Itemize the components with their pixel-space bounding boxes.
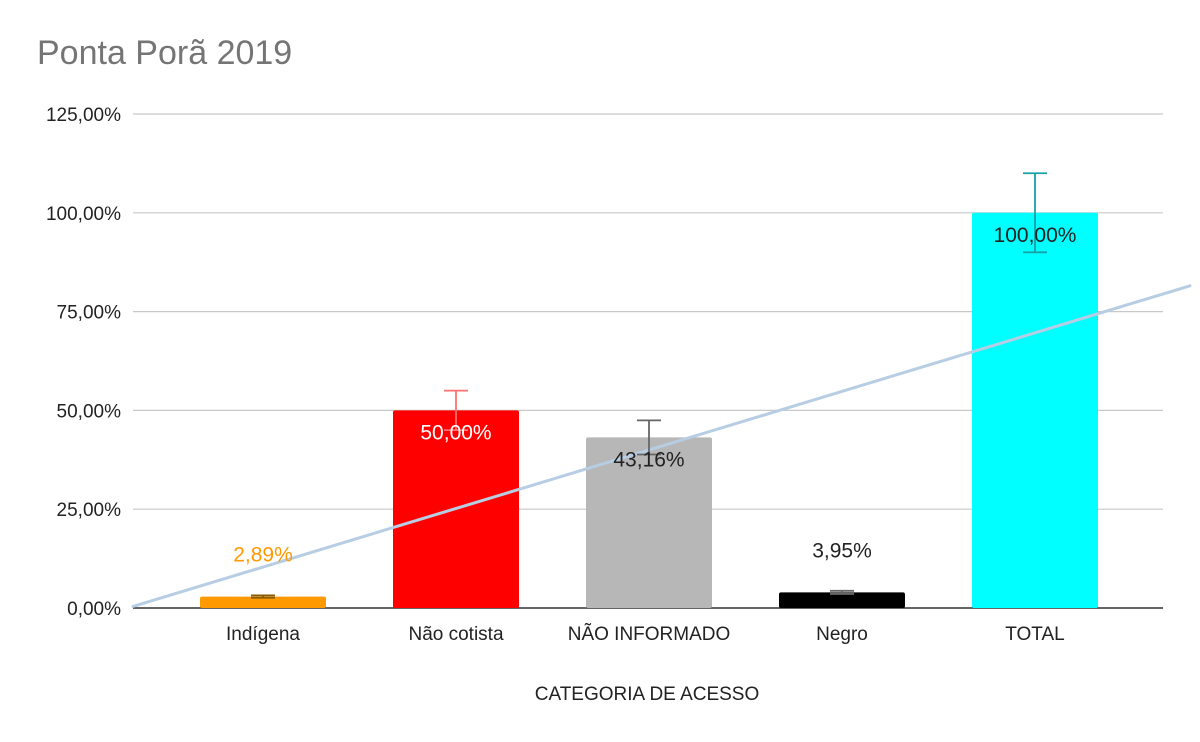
data-label: 50,00% bbox=[420, 421, 491, 444]
bar bbox=[972, 212, 1098, 609]
category-label: Negro bbox=[816, 624, 868, 645]
y-tick-label: 75,00% bbox=[57, 303, 122, 324]
error-bars bbox=[251, 172, 1047, 599]
bar bbox=[200, 596, 326, 608]
bar bbox=[586, 437, 712, 608]
bar bbox=[779, 592, 905, 608]
category-label: Não cotista bbox=[408, 624, 503, 645]
data-label: 3,95% bbox=[812, 539, 872, 562]
x-axis-title: CATEGORIA DE ACESSO bbox=[535, 684, 760, 705]
data-label: 43,16% bbox=[613, 448, 684, 471]
data-label: 2,89% bbox=[233, 544, 293, 567]
y-tick-label: 100,00% bbox=[46, 204, 121, 225]
data-labels: 2,89% 50,00% 43,16% 3,95% 100,00% bbox=[233, 224, 1076, 567]
category-label: Indígena bbox=[226, 624, 300, 645]
trendline bbox=[131, 284, 1192, 608]
category-label: NÃO INFORMADO bbox=[568, 623, 731, 645]
chart-title: Ponta Porã 2019 bbox=[37, 34, 293, 72]
data-label: 100,00% bbox=[994, 224, 1077, 247]
category-label: TOTAL bbox=[1005, 624, 1064, 645]
x-axis: Indígena Não cotista NÃO INFORMADO Negro TOT… bbox=[226, 623, 1065, 645]
trendline-line bbox=[131, 284, 1192, 608]
y-tick-label: 125,00% bbox=[46, 105, 121, 126]
y-tick-label: 50,00% bbox=[57, 401, 122, 422]
y-tick-label: 0,00% bbox=[67, 599, 121, 620]
y-tick-label: 25,00% bbox=[57, 500, 122, 521]
y-axis: 0,00% 25,00% 50,00% 75,00% 100,00% 125,00% bbox=[46, 105, 121, 620]
bars bbox=[200, 212, 1098, 609]
